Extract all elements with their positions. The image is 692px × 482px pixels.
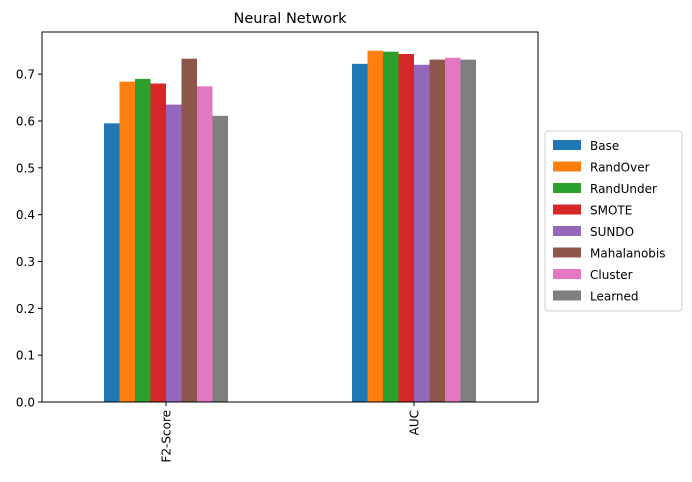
bar-mahalanobis-f2-score — [181, 58, 197, 403]
bar-cluster-auc — [445, 57, 461, 403]
y-tick-label: 0.1 — [16, 349, 35, 363]
legend-swatch-cluster — [553, 269, 581, 279]
x-tick-label: AUC — [408, 410, 422, 435]
plot-area-frame — [41, 31, 539, 403]
y-tick-label: 0.3 — [16, 255, 35, 269]
x-axis: F2-Score AUC — [160, 402, 422, 462]
y-tick-label: 0.0 — [16, 396, 35, 410]
bar-smote-auc — [398, 54, 414, 402]
bar-learned-auc — [460, 59, 476, 403]
chart-title: Neural Network — [234, 11, 348, 27]
bars-layer — [104, 50, 476, 403]
bar-randover-f2-score — [119, 81, 135, 402]
legend: Base RandOver RandUnder SMOTE SUNDO Mahalanob… — [544, 130, 683, 312]
bar-mahalanobis-auc — [429, 59, 445, 403]
legend-swatch-mahalanobis — [553, 247, 581, 258]
legend-swatch-base — [553, 140, 581, 150]
y-tick-label: 0.4 — [16, 208, 35, 222]
bar-base-auc — [352, 63, 368, 402]
y-tick-label: 0.6 — [16, 114, 35, 128]
bar-sundo-f2-score — [166, 104, 182, 402]
legend-label-learned: Learned — [590, 290, 639, 304]
bar-base-f2-score — [104, 123, 120, 403]
legend-label-randover: RandOver — [590, 161, 650, 175]
bar-learned-f2-score — [212, 115, 228, 402]
bar-randunder-f2-score — [135, 78, 151, 402]
y-tick-label: 0.7 — [16, 68, 35, 82]
y-tick-label: 0.2 — [16, 302, 35, 316]
legend-swatch-smote — [553, 204, 581, 215]
legend-swatch-randover — [553, 161, 581, 172]
legend-label-cluster: Cluster — [590, 268, 633, 282]
legend-swatch-randunder — [553, 183, 581, 193]
bar-randunder-auc — [383, 51, 399, 402]
bar-cluster-f2-score — [197, 86, 213, 403]
y-tick-label: 0.5 — [16, 161, 35, 175]
legend-label-smote: SMOTE — [590, 204, 632, 218]
legend-swatch-learned — [553, 290, 581, 301]
bar-smote-f2-score — [150, 83, 166, 403]
legend-swatch-sundo — [553, 226, 581, 236]
x-tick-label: F2-Score — [160, 410, 174, 462]
bar-sundo-auc — [414, 64, 430, 402]
y-axis: 0.0 0.1 0.2 0.3 0.4 0.5 0.6 0.7 — [16, 68, 42, 410]
legend-label-randunder: RandUnder — [590, 182, 657, 196]
legend-label-sundo: SUNDO — [590, 225, 634, 239]
legend-frame — [544, 130, 683, 312]
legend-label-base: Base — [590, 139, 619, 153]
legend-label-mahalanobis: Mahalanobis — [590, 247, 666, 261]
bar-randover-auc — [367, 50, 383, 402]
